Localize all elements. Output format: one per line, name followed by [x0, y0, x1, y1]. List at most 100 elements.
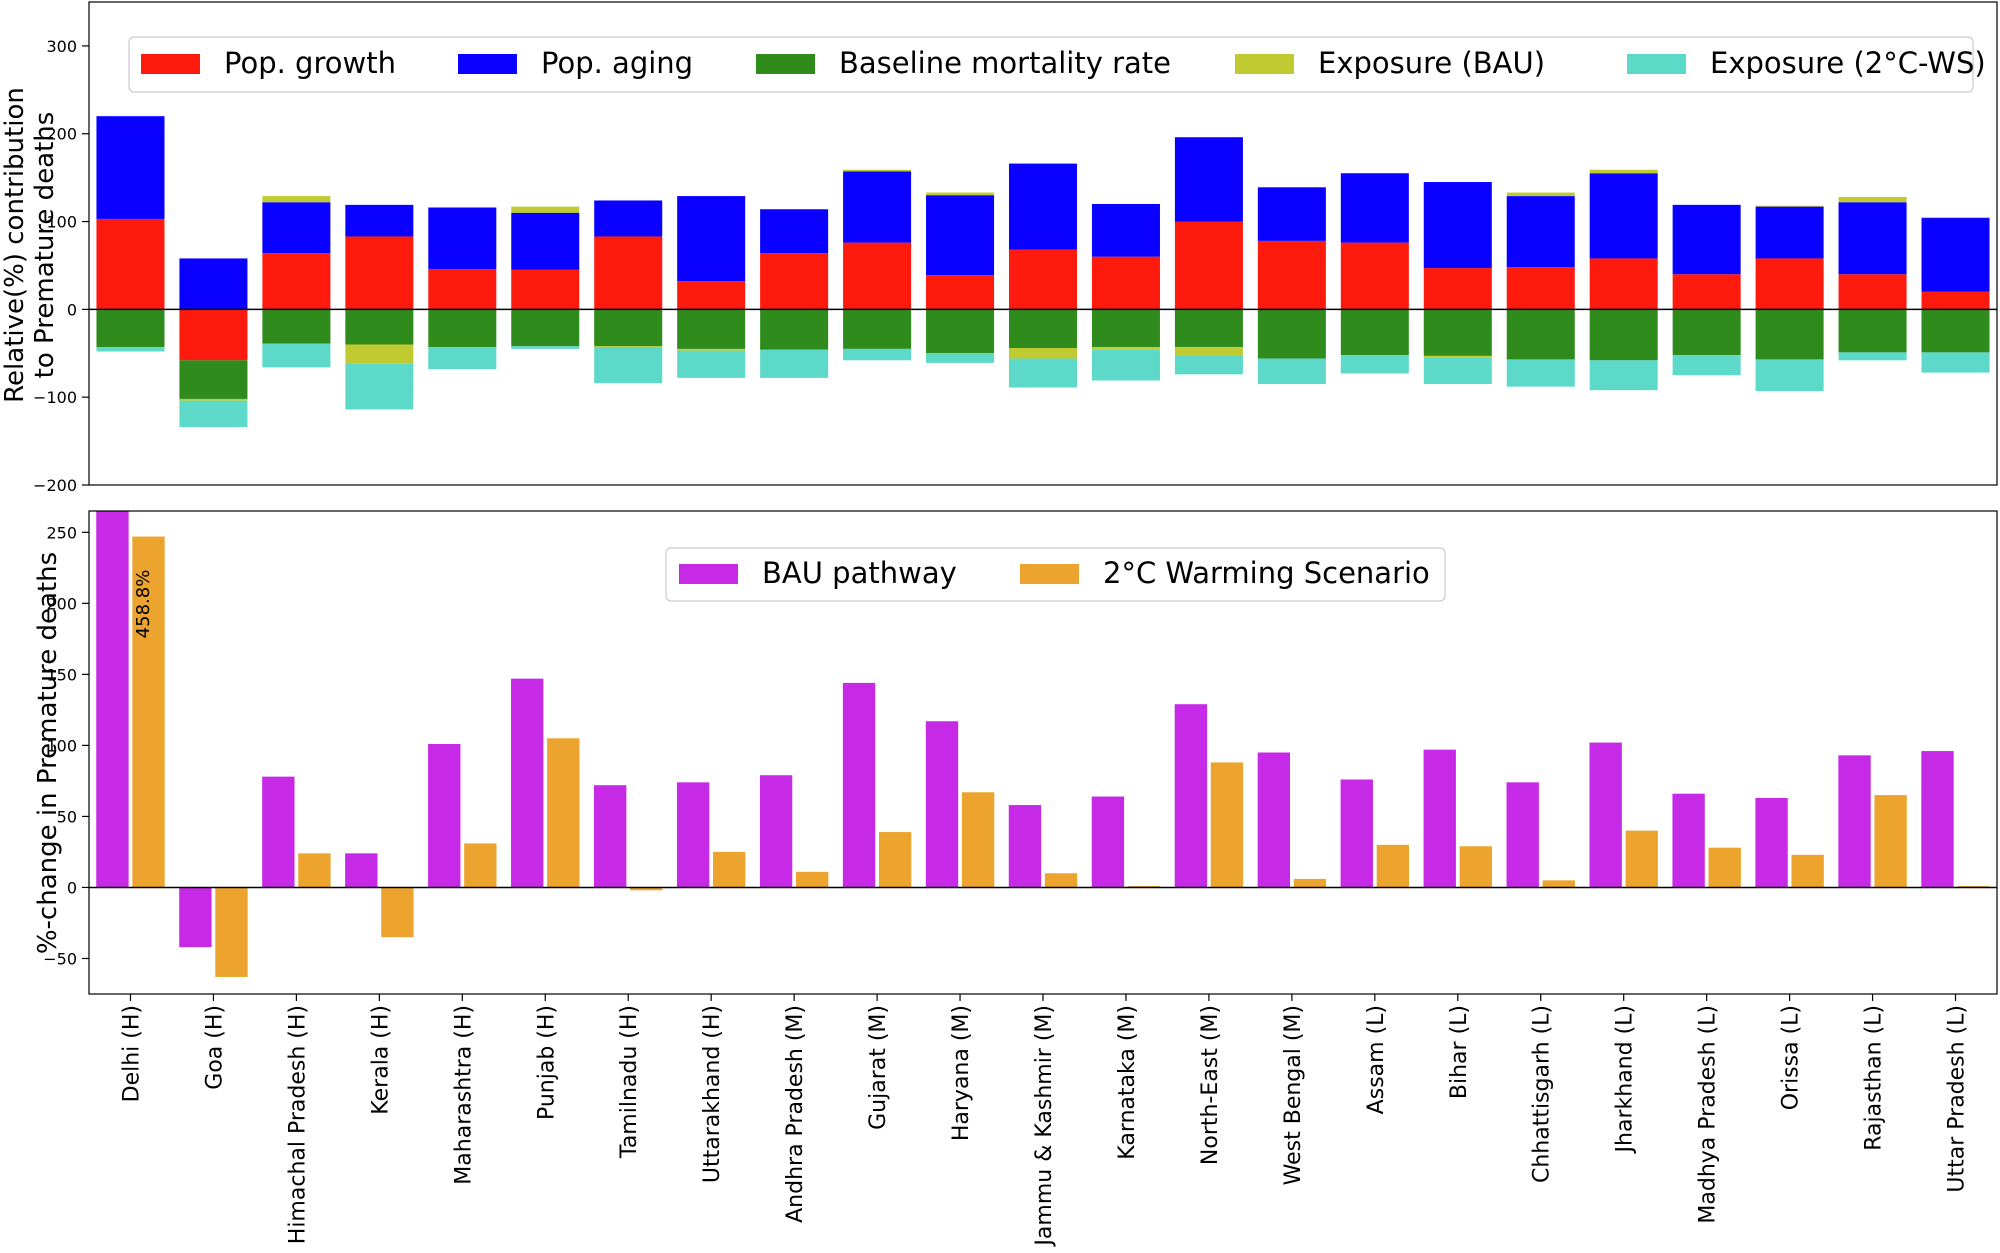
bar-4: [1174, 347, 1243, 356]
y-tick-label: 0: [67, 878, 77, 897]
bar-3: [428, 309, 497, 348]
bar-1: [179, 887, 212, 948]
bar-3: [760, 309, 829, 350]
bar-1: [96, 511, 129, 888]
bar-3: [1091, 309, 1160, 348]
x-tick-label: Madhya Pradesh (L): [1696, 1005, 1721, 1224]
legend: Pop. growth Pop. aging Baseline mortality …: [128, 36, 1986, 93]
legend-swatch-2: [458, 54, 517, 74]
bar-1: [1091, 796, 1125, 888]
bar-2: [1459, 846, 1493, 888]
x-tick-label: Rajasthan (L): [1862, 1005, 1887, 1151]
bar-2: [428, 207, 497, 269]
bar-annotation: 458.8%: [133, 570, 154, 639]
bar-4: [926, 192, 995, 196]
y-tick-label: −200: [33, 476, 77, 495]
bar-5: [1506, 359, 1575, 387]
bar-4: [843, 169, 912, 172]
bar-1: [1174, 704, 1208, 888]
bar-1: [1340, 779, 1373, 888]
legend-label-5: Exposure (2°C-WS): [1710, 46, 1986, 80]
bar-5: [1091, 349, 1160, 381]
bar-3: [843, 309, 912, 349]
legend-swatch-3: [756, 54, 815, 74]
bar-2: [1921, 218, 1990, 292]
y-tick-label: 0: [67, 300, 77, 319]
bar-1: [1506, 782, 1539, 888]
y-axis-label: Relative(%) contributionto Premature dea…: [0, 87, 60, 403]
x-tick-label: Jharkhand (L): [1613, 1005, 1638, 1154]
bar-2: [1293, 878, 1327, 888]
bar-1: [843, 242, 912, 310]
bar-3: [1838, 309, 1907, 353]
bar-1: [759, 775, 793, 888]
bar-1: [1838, 755, 1871, 888]
x-tick-label: Kerala (H): [368, 1005, 393, 1115]
bar-1: [1008, 249, 1078, 310]
legend: BAU pathway 2°C Warming Scenario: [665, 547, 1446, 602]
bar-5: [1174, 355, 1243, 375]
bar-2: [381, 887, 414, 938]
legend-swatch-2: [1020, 564, 1079, 584]
bar-4: [1506, 192, 1575, 197]
bar-3: [1340, 309, 1409, 356]
bar-2: [345, 204, 414, 237]
legend-swatch-4: [1235, 54, 1294, 74]
y-tick-label: 200: [46, 594, 77, 613]
bar-2: [1174, 137, 1243, 222]
bar-1: [593, 785, 627, 888]
bar-1: [511, 678, 544, 888]
x-tick-label: Assam (L): [1364, 1005, 1389, 1114]
bar-4: [1838, 196, 1907, 203]
bar-5: [1672, 355, 1741, 376]
x-tick-label: Chhattisgarh (L): [1530, 1005, 1555, 1183]
bar-2: [1542, 880, 1575, 888]
bar-1: [1755, 797, 1788, 888]
bar-2: [132, 536, 165, 888]
bar-4: [1008, 348, 1078, 359]
legend-swatch-1: [141, 54, 200, 74]
legend-label-1: Pop. growth: [224, 46, 396, 80]
bar-3: [594, 309, 663, 347]
bar-5: [1423, 357, 1492, 385]
bar-1: [262, 253, 331, 310]
bar-5: [677, 350, 746, 378]
bar-5: [96, 347, 165, 352]
bar-5: [428, 347, 497, 370]
bar-2: [1838, 202, 1907, 275]
legend-label-2: 2°C Warming Scenario: [1103, 556, 1430, 590]
y-tick-label: 200: [46, 125, 77, 144]
bar-5: [1257, 358, 1326, 385]
bar-5: [1921, 352, 1990, 373]
bar-5: [345, 363, 414, 410]
bar-2: [96, 116, 165, 219]
bar-3: [1423, 309, 1492, 356]
bar-1: [345, 853, 378, 888]
bar-1: [179, 309, 248, 361]
x-tick-label: Bihar (L): [1447, 1005, 1472, 1099]
bar-1: [1340, 242, 1409, 310]
x-tick-label: Tamilnadu (H): [617, 1005, 642, 1159]
bar-2: [1091, 203, 1160, 257]
bar-2: [630, 887, 663, 891]
bar-2: [1340, 173, 1409, 243]
bar-5: [1589, 360, 1658, 391]
legend-swatch-5: [1627, 54, 1686, 74]
bar-3: [1008, 309, 1078, 349]
y-axis-label-line: Relative(%) contribution: [0, 87, 30, 403]
bar-1: [677, 281, 746, 310]
x-tick-label: Uttar Pradesh (L): [1945, 1005, 1970, 1193]
bar-1: [842, 682, 876, 888]
bar-5: [760, 349, 829, 378]
bar-4: [1589, 169, 1658, 174]
bar-1: [676, 782, 710, 888]
bar-3: [179, 360, 248, 399]
bar-1: [760, 253, 829, 310]
bar-2: [713, 851, 746, 888]
bar-2: [1874, 795, 1907, 888]
bar-3: [511, 309, 580, 347]
y-axis-label-line: to Premature deaths: [30, 112, 60, 379]
bar-2: [1376, 844, 1410, 888]
bar-3: [1174, 309, 1243, 348]
